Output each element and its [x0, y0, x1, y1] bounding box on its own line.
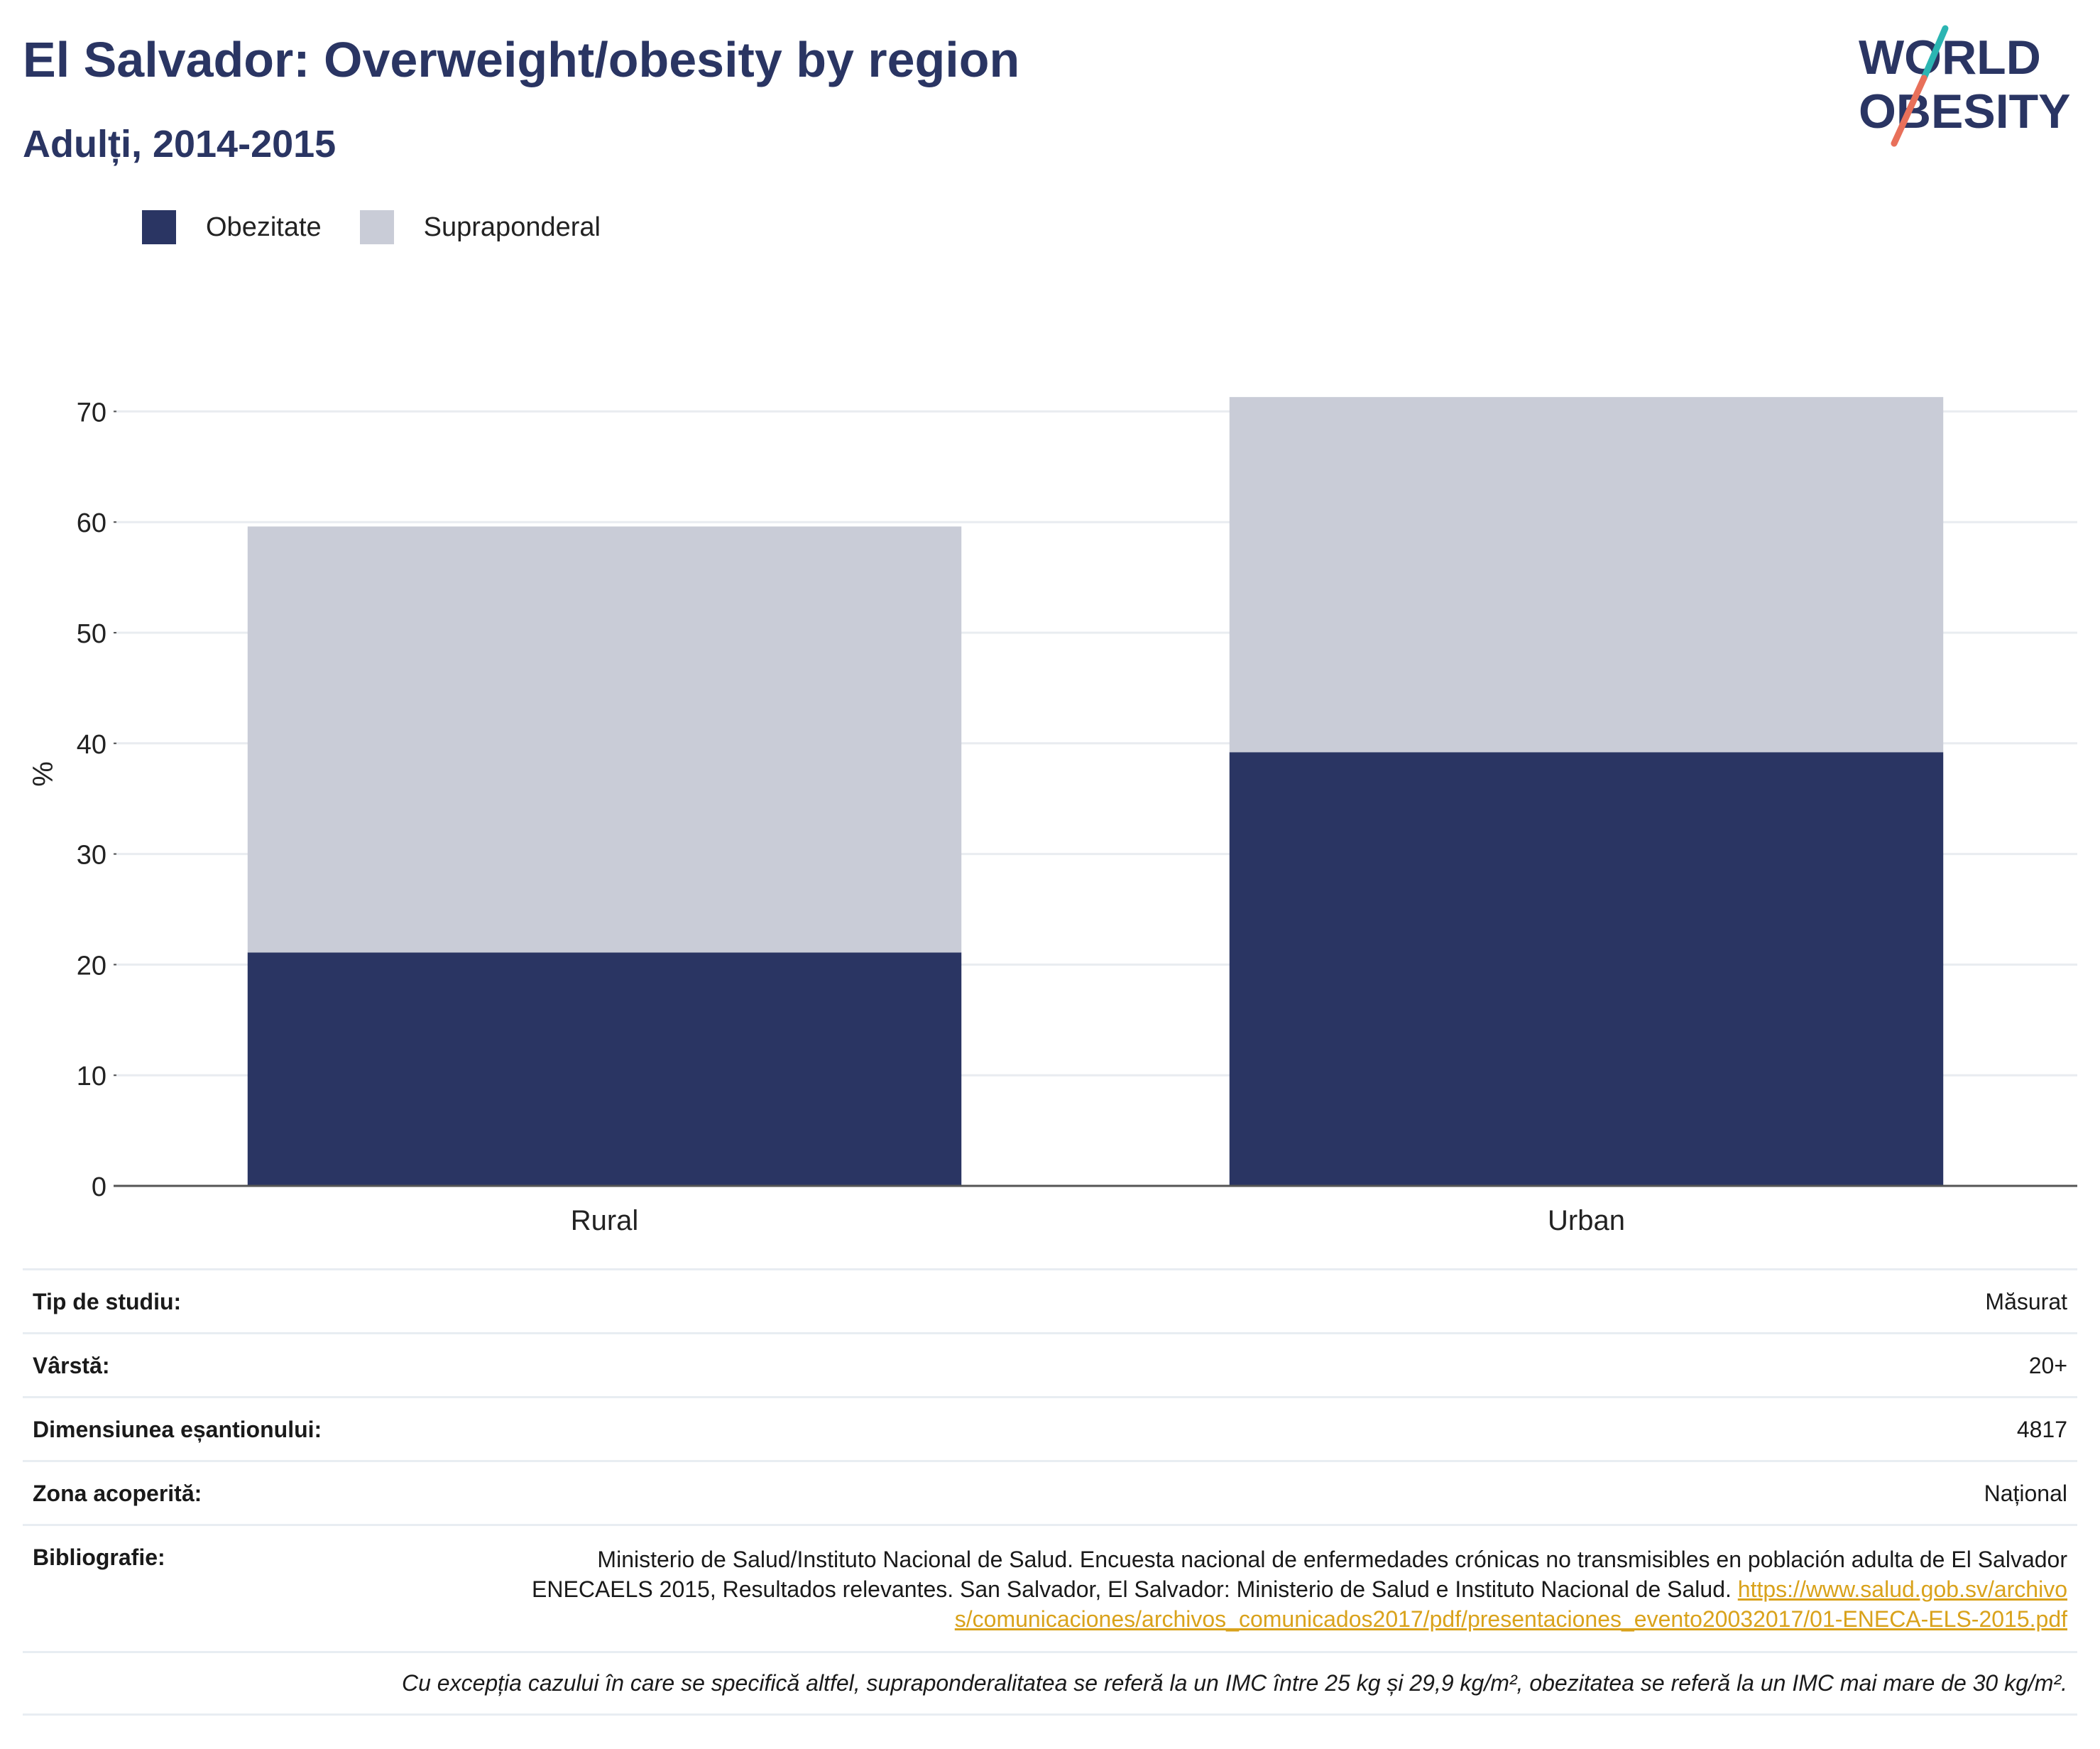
legend-swatch-obesity	[142, 210, 176, 244]
bar-urban-obesity[interactable]	[1229, 752, 1944, 1186]
legend-label-obesity: Obezitate	[206, 212, 322, 242]
y-tick-label: 60	[77, 508, 106, 538]
info-key: Vârstă:	[33, 1353, 110, 1378]
study-info-table: Tip de studiu: Măsurat Vârstă: 20+ Dimen…	[23, 1268, 2077, 1716]
logo-slash-teal	[1920, 25, 1949, 82]
y-tick-label: 30	[77, 841, 106, 871]
bar-rural-overweight[interactable]	[247, 526, 962, 953]
chart-legend: Obezitate Supraponderal	[142, 210, 639, 244]
info-row-age: Vârstă: 20+	[23, 1332, 2077, 1396]
legend-item-obesity[interactable]: Obezitate	[142, 210, 322, 244]
world-obesity-logo: WORLD OBESITY	[1859, 25, 2071, 147]
chart-subtitle: Adulți, 2014-2015	[23, 123, 337, 165]
legend-item-overweight[interactable]: Supraponderal	[359, 210, 601, 244]
legend-swatch-overweight	[359, 210, 394, 244]
bars	[247, 397, 1944, 1186]
bar-chart: 0 10 20 30 40 50 60 70 Rural Urban %	[28, 397, 2077, 1236]
y-tick-label: 70	[77, 398, 106, 427]
info-row-study-type: Tip de studiu: Măsurat	[23, 1268, 2077, 1332]
bar-rural-obesity[interactable]	[247, 952, 962, 1186]
logo-word-world: WORLD	[1859, 31, 2041, 85]
bar-urban-overweight[interactable]	[1229, 397, 1944, 753]
info-key: Dimensiunea eșantionului:	[33, 1417, 322, 1442]
y-tick-label: 50	[77, 619, 106, 649]
bibliography-value: Ministerio de Salud/Instituto Nacional d…	[520, 1544, 2067, 1634]
info-value: Măsurat	[1985, 1289, 2067, 1314]
y-axis-label: %	[28, 761, 59, 787]
info-row-bibliography: Bibliografie: Ministerio de Salud/Instit…	[23, 1524, 2077, 1651]
bibliography-text: Ministerio de Salud/Instituto Nacional d…	[532, 1547, 2067, 1602]
info-row-coverage: Zona acoperită: Național	[23, 1460, 2077, 1524]
y-tick-label: 20	[77, 951, 106, 981]
x-tick-labels: Rural Urban	[571, 1205, 1625, 1236]
info-row-sample-size: Dimensiunea eșantionului: 4817	[23, 1396, 2077, 1460]
y-tick-label: 10	[77, 1062, 106, 1091]
y-tick-labels: 0 10 20 30 40 50 60 70	[77, 398, 116, 1202]
x-tick-label-rural: Rural	[571, 1205, 639, 1236]
info-value: 4817	[2016, 1417, 2067, 1442]
legend-label-overweight: Supraponderal	[423, 212, 601, 242]
logo-slash-coral	[1891, 75, 1927, 147]
definition-note: Cu excepția cazului în care se specifică…	[23, 1651, 2077, 1716]
info-key: Zona acoperită:	[33, 1481, 202, 1506]
info-key: Tip de studiu:	[33, 1289, 182, 1314]
logo-word-obesity: OBESITY	[1859, 85, 2071, 138]
y-tick-label: 40	[77, 730, 106, 760]
info-key: Bibliografie:	[33, 1544, 165, 1570]
x-tick-label-urban: Urban	[1548, 1205, 1625, 1236]
y-tick-label: 0	[92, 1172, 106, 1202]
info-value: Național	[1984, 1481, 2067, 1506]
chart-title: El Salvador: Overweight/obesity by regio…	[23, 32, 1020, 87]
bibliography-link[interactable]: https://www.salud.gob.sv/archivos/comuni…	[954, 1576, 2067, 1632]
info-value: 20+	[2028, 1353, 2067, 1378]
